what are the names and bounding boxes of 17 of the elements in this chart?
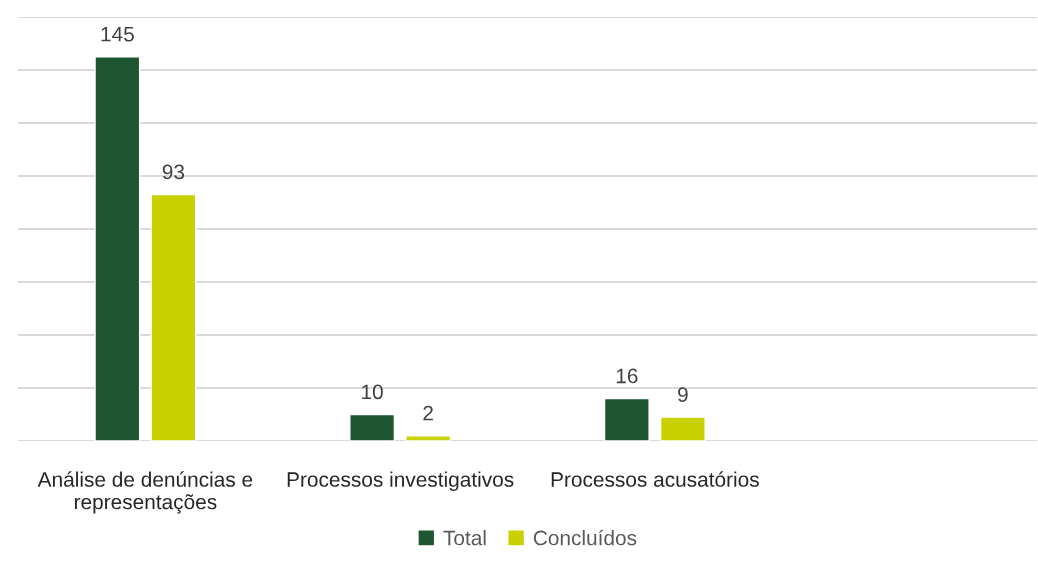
bar: [349, 413, 396, 441]
data-label: 16: [616, 368, 638, 384]
data-label: 93: [162, 164, 185, 180]
data-label: 9: [678, 387, 688, 402]
bar: [150, 193, 197, 441]
bar: [603, 397, 650, 441]
bar: [659, 416, 706, 441]
bar: [405, 435, 452, 441]
data-label: 2: [423, 405, 433, 421]
x-tick-label: Análise de denúncias e representações: [37, 471, 253, 514]
x-tick-label: Processos acusatórios: [551, 471, 759, 487]
legend-label: Concluídos: [533, 529, 637, 546]
data-label: 145: [101, 26, 134, 42]
x-tick-label: Processos investigativos: [287, 471, 514, 491]
bar: [94, 56, 141, 441]
data-label: 10: [362, 384, 383, 400]
legend-label: Total: [443, 530, 486, 546]
